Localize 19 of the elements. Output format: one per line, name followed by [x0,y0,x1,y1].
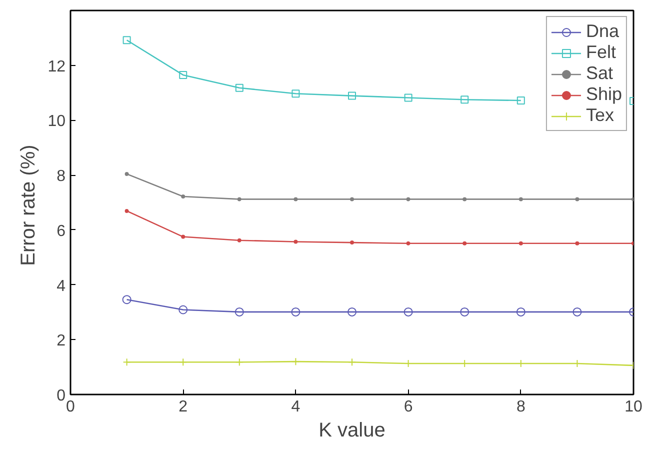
legend-label: Ship [586,84,622,105]
legend-label: Dna [586,21,619,42]
legend-label: Tex [586,105,614,126]
x-tick-label: 2 [178,398,188,416]
y-tick-label: 8 [56,168,66,186]
y-axis-title: Error rate (%) [18,144,40,266]
y-tick-label: 10 [48,113,66,130]
y-tick-label: 4 [56,278,66,295]
x-tick-label: 4 [291,398,300,416]
x-tick-label: 10 [624,398,642,416]
y-tick-label: 0 [56,388,66,404]
x-tick-label: 8 [516,398,526,416]
x-tick-label: 6 [404,398,413,416]
y-tick-label: 2 [56,332,66,350]
x-axis-title: K value [318,420,386,442]
y-tick-label: 6 [56,222,66,240]
y-tick-label: 12 [48,58,66,76]
legend-label: Sat [586,63,613,84]
legend-label: Felt [586,42,616,63]
